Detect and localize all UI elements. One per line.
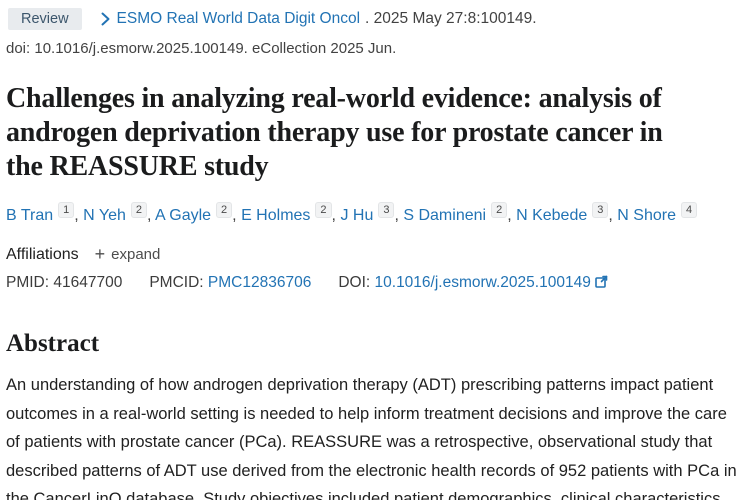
pmid-value: 41647700	[53, 274, 123, 291]
author: N Shore 4	[617, 202, 698, 224]
expand-label: expand	[111, 246, 161, 263]
doi-value: 10.1016/j.esmorw.2025.100149	[374, 274, 591, 291]
author-separator: ,	[394, 207, 404, 224]
author-link[interactable]: N Yeh	[83, 207, 126, 224]
author-link[interactable]: J Hu	[340, 207, 374, 224]
author: E Holmes 2,	[241, 202, 341, 224]
author: A Gayle 2,	[155, 202, 242, 224]
author: N Yeh 2,	[83, 202, 156, 224]
author-link[interactable]: N Kebede	[516, 207, 588, 224]
affiliation-superscript: 2	[491, 202, 508, 218]
author-separator: ,	[331, 207, 341, 224]
publication-type-badge: Review	[8, 8, 82, 30]
identifiers-row: PMID: 41647700 PMCID: PMC12836706 DOI: 1…	[6, 274, 742, 292]
chevron-right-icon	[100, 12, 111, 26]
author-link[interactable]: E Holmes	[241, 207, 311, 224]
affiliations-expand-button[interactable]: + expand	[95, 244, 161, 265]
affiliations-row: Affiliations + expand	[6, 244, 742, 265]
affiliation-superscript: 2	[315, 202, 332, 218]
pmcid-link[interactable]: PMC12836706	[207, 274, 312, 291]
citation-text: . 2025 May 27:8:100149.	[365, 10, 537, 27]
pmid-label: PMID:	[6, 274, 50, 291]
affiliation-superscript: 2	[130, 202, 147, 218]
pmid-group: PMID: 41647700	[6, 274, 122, 292]
doi-link[interactable]: 10.1016/j.esmorw.2025.100149	[375, 274, 608, 291]
pmcid-label: PMCID:	[149, 274, 204, 291]
author-link[interactable]: B Tran	[6, 207, 54, 224]
external-link-icon	[595, 275, 608, 292]
doi-label: DOI:	[338, 274, 371, 291]
affiliation-superscript: 1	[58, 202, 75, 218]
author-separator: ,	[232, 207, 242, 224]
author: N Kebede 3,	[516, 202, 618, 224]
abstract-heading: Abstract	[6, 330, 100, 357]
author-separator: ,	[147, 207, 156, 224]
article-title: Challenges in analyzing real-world evide…	[6, 83, 663, 182]
affiliation-superscript: 2	[216, 202, 233, 218]
author-link[interactable]: A Gayle	[155, 207, 212, 224]
affiliation-superscript: 4	[680, 202, 698, 218]
author: S Damineni 2,	[403, 202, 517, 224]
author-separator: ,	[507, 207, 517, 224]
author-link[interactable]: S Damineni	[403, 207, 487, 224]
citation-row: Review ESMO Real World Data Digit Oncol.…	[6, 8, 742, 30]
affiliations-label: Affiliations	[6, 245, 79, 263]
author-separator: ,	[608, 207, 618, 224]
abstract-text: An understanding of how androgen depriva…	[6, 376, 737, 500]
pmcid-group: PMCID: PMC12836706	[149, 274, 311, 292]
plus-icon: +	[94, 244, 106, 264]
author-separator: ,	[74, 207, 84, 224]
authors-list: B Tran 1, N Yeh 2, A Gayle 2, E Holmes 2, J …	[6, 202, 742, 228]
affiliation-superscript: 3	[592, 202, 609, 218]
affiliation-superscript: 3	[378, 202, 395, 218]
journal-link[interactable]: ESMO Real World Data Digit Oncol	[116, 10, 361, 27]
doi-group: DOI: 10.1016/j.esmorw.2025.100149	[338, 274, 608, 292]
author-link[interactable]: N Shore	[617, 207, 676, 224]
doi-line: doi: 10.1016/j.esmorw.2025.100149. eColl…	[6, 40, 397, 57]
author: B Tran 1,	[6, 202, 84, 224]
author: J Hu 3,	[340, 202, 404, 224]
